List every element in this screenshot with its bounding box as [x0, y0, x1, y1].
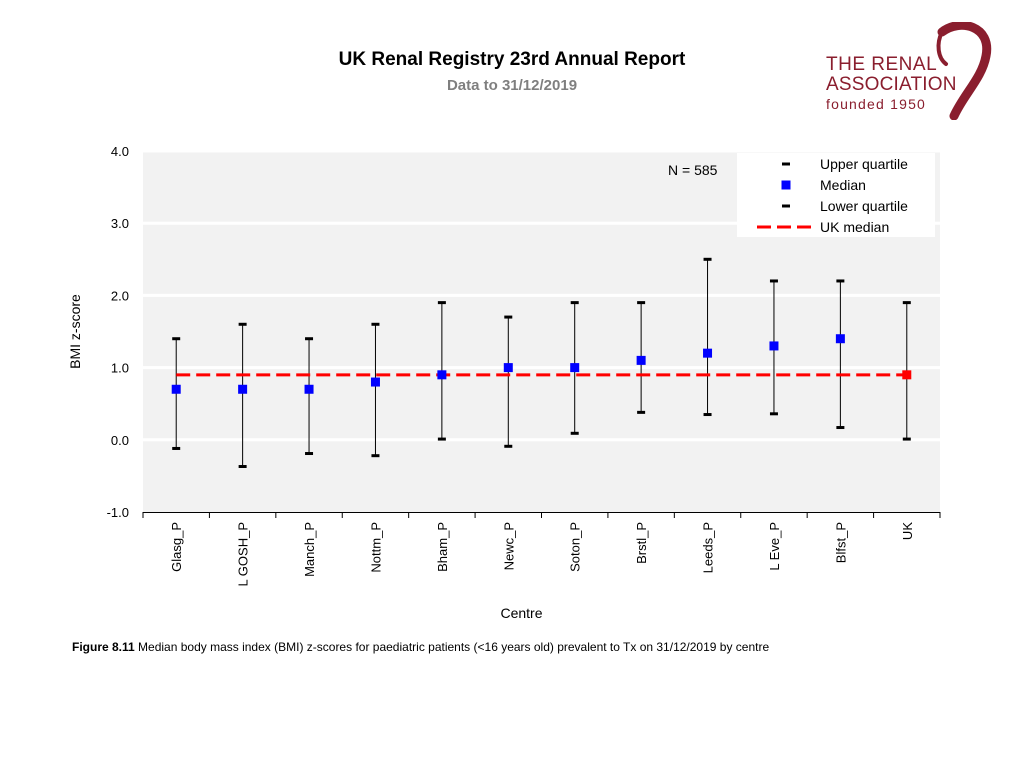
logo-line-3: founded 1950 — [826, 96, 927, 112]
bmi-zscore-chart: 4.0 3.0 2.0 1.0 0.0 -1.0 BMI z-score Glasg_P L G… — [67, 144, 941, 621]
y-tick-label: 2.0 — [111, 288, 129, 303]
y-tick-label: 1.0 — [111, 361, 129, 376]
median-marker — [636, 355, 646, 365]
x-tick-label: Manch_P — [302, 522, 317, 577]
sample-size-label: N = 585 — [668, 162, 718, 178]
logo-line-2: ASSOCIATION — [826, 74, 957, 95]
legend-upper-quartile-label: Upper quartile — [820, 156, 908, 172]
median-marker — [370, 377, 380, 387]
report-subtitle: Data to 31/12/2019 — [446, 77, 578, 94]
x-tick-label: Brstl_P — [634, 522, 649, 564]
figure-caption: Figure 8.11 Median body mass index (BMI)… — [72, 640, 769, 654]
y-tick-label: -1.0 — [107, 505, 129, 520]
legend-median-label: Median — [820, 177, 866, 193]
x-tick-label: Soton_P — [568, 522, 583, 572]
median-marker — [902, 370, 912, 380]
median-marker — [304, 384, 314, 394]
median-marker — [437, 370, 447, 380]
legend-lower-quartile-label: Lower quartile — [820, 198, 908, 214]
median-marker — [171, 384, 181, 394]
x-tick-label: Bham_P — [435, 522, 450, 572]
report-header: UK Renal Registry 23rd Annual Report Dat… — [0, 48, 1024, 96]
x-tick-label: L GOSH_P — [236, 522, 251, 587]
y-axis-title: BMI z-score — [67, 294, 83, 369]
x-tick-label: Blfst_P — [833, 522, 848, 563]
x-tick-label: Leeds_P — [701, 522, 716, 573]
renal-association-logo: THE RENAL ASSOCIATION founded 1950 — [822, 22, 998, 122]
figure-label: Figure 8.11 — [72, 640, 135, 654]
legend-uk-median-label: UK median — [820, 219, 889, 235]
report-title: UK Renal Registry 23rd Annual Report — [338, 49, 686, 70]
logo-line-1: THE RENAL — [826, 54, 938, 75]
x-tick-label: UK — [900, 522, 915, 540]
legend-median-swatch — [781, 180, 791, 190]
logo-swirl-icon — [936, 22, 992, 120]
median-marker — [769, 341, 779, 351]
x-tick-label: L Eve_P — [767, 522, 782, 571]
y-tick-label: 3.0 — [111, 216, 129, 231]
median-marker — [570, 363, 580, 373]
legend-box — [737, 153, 935, 237]
y-tick-label: 4.0 — [111, 144, 129, 159]
x-tick-label: Nottm_P — [368, 522, 383, 573]
median-marker — [503, 363, 513, 373]
median-marker — [835, 334, 845, 344]
x-tick-label: Newc_P — [501, 522, 516, 570]
x-tick-label: Glasg_P — [169, 522, 184, 572]
x-axis-title: Centre — [500, 605, 542, 621]
median-marker — [703, 348, 713, 358]
figure-caption-text: Median body mass index (BMI) z-scores fo… — [134, 640, 770, 654]
median-marker — [238, 384, 248, 394]
y-tick-label: 0.0 — [111, 433, 129, 448]
